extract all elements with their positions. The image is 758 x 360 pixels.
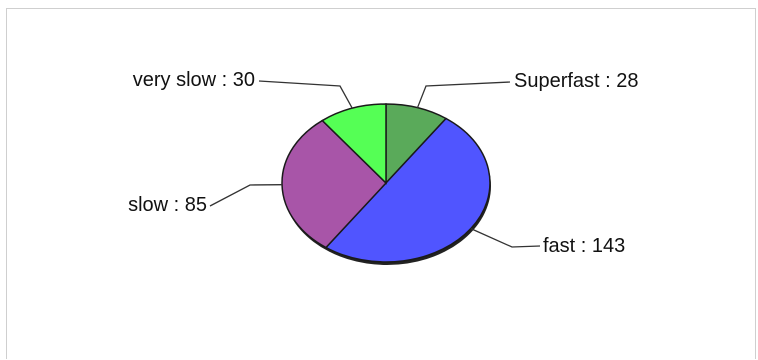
slice-label-slow: slow : 85 <box>128 194 207 216</box>
leader-line-very-slow <box>258 80 353 109</box>
pie-slice-fast <box>324 117 491 263</box>
pie-slice-very-slow <box>321 103 387 185</box>
slice-label-superfast: Superfast : 28 <box>514 70 639 92</box>
pie-slices <box>281 103 491 265</box>
slice-labels: Superfast : 28 fast : 143 slow : 85 very… <box>128 69 638 257</box>
pie-slice-slow <box>281 119 388 249</box>
leader-line-superfast <box>416 81 511 108</box>
leader-lines <box>209 80 541 248</box>
leader-line-slow <box>209 184 283 207</box>
leader-line-fast <box>470 228 541 248</box>
slice-label-fast: fast : 143 <box>543 235 625 257</box>
slice-label-very-slow: very slow : 30 <box>133 69 255 91</box>
